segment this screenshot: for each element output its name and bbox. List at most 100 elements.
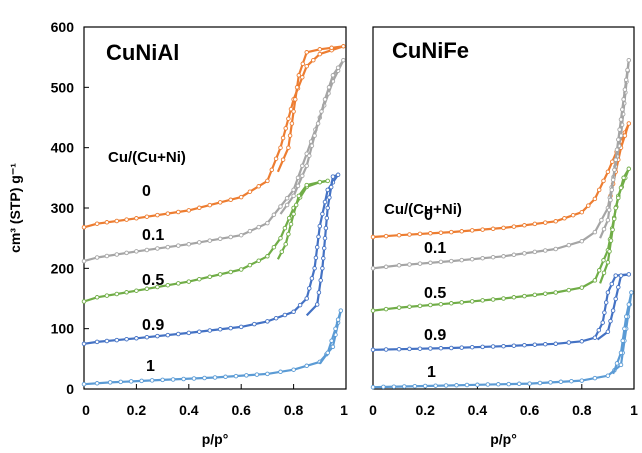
data-point (81, 258, 87, 264)
data-point (579, 378, 585, 383)
data-point (324, 215, 330, 221)
legend-title: Cu/(Cu+Ni) (108, 149, 186, 166)
data-point (626, 272, 632, 277)
data-point (506, 381, 511, 387)
data-point (626, 166, 632, 172)
data-point (256, 184, 261, 189)
data-point (223, 374, 228, 380)
data-point (480, 298, 485, 303)
data-point (217, 236, 223, 242)
adsorption-line (372, 273, 629, 351)
data-point (279, 249, 285, 254)
data-point (480, 255, 485, 261)
data-point (417, 346, 423, 351)
data-point (207, 238, 213, 243)
data-point (327, 195, 332, 200)
data-point (601, 258, 606, 263)
data-point (81, 225, 87, 230)
y-tick-label: 600 (51, 19, 75, 35)
series-label: 0.9 (424, 327, 446, 344)
data-point (300, 173, 305, 179)
data-point (197, 276, 202, 282)
data-point (139, 378, 144, 384)
data-point (124, 250, 129, 256)
data-point (553, 246, 558, 252)
data-point (104, 338, 110, 344)
data-point (278, 369, 283, 375)
data-point (317, 223, 323, 229)
data-point (144, 214, 150, 219)
data-point (309, 143, 315, 148)
data-point (618, 350, 624, 356)
data-point (217, 272, 223, 277)
data-point (330, 73, 336, 78)
data-point (602, 310, 607, 315)
data-point (396, 305, 402, 310)
data-point (592, 229, 598, 235)
data-point (548, 380, 553, 385)
adsorption-line (372, 123, 630, 239)
data-point (605, 329, 611, 334)
data-point (294, 85, 300, 90)
data-point (622, 87, 628, 92)
data-point (596, 327, 602, 333)
data-point (134, 336, 139, 341)
data-point (621, 175, 626, 181)
data-point (626, 121, 632, 126)
data-point (94, 295, 100, 300)
data-point (532, 342, 538, 347)
data-point (407, 346, 412, 352)
data-point (238, 267, 244, 272)
data-point (94, 339, 100, 345)
data-point (610, 177, 616, 183)
series-label: 0 (424, 207, 433, 224)
data-point (338, 308, 344, 313)
data-point (501, 225, 506, 231)
series-label: 1 (146, 358, 155, 375)
data-point (271, 244, 277, 250)
data-point (286, 116, 291, 121)
data-point (407, 304, 412, 309)
y-tick-label: 100 (51, 321, 75, 337)
data-point (325, 350, 330, 356)
plot-frame (372, 26, 635, 390)
x-axis-label: p/p° (490, 431, 517, 447)
legend-title: Cu/(Cu+Ni) (384, 201, 462, 218)
data-point (616, 195, 621, 201)
y-tick-label: 200 (51, 260, 75, 276)
data-point (605, 260, 611, 265)
x-tick-label: 0.8 (572, 402, 592, 418)
data-point (212, 375, 218, 380)
data-point (134, 288, 139, 293)
x-tick-label: 0 (82, 402, 90, 418)
data-point (383, 306, 389, 312)
data-point (626, 57, 632, 63)
data-point (265, 178, 270, 184)
data-point (329, 45, 334, 51)
adsorption-line (83, 310, 342, 386)
data-point (170, 377, 176, 382)
data-point (537, 380, 543, 386)
data-point (304, 63, 309, 69)
data-point (443, 383, 449, 388)
data-point (304, 296, 309, 301)
desorption-line (305, 173, 339, 317)
data-point (569, 378, 574, 384)
data-point (124, 217, 129, 222)
data-point (608, 238, 614, 243)
data-point (459, 300, 464, 305)
data-point (311, 57, 316, 63)
data-point (265, 254, 270, 259)
data-point (522, 223, 527, 228)
data-point (293, 97, 298, 102)
series-0: 0 (81, 44, 346, 230)
data-point (433, 383, 438, 388)
data-point (475, 382, 480, 388)
data-point (490, 297, 496, 302)
data-point (197, 240, 202, 245)
data-point (566, 242, 572, 248)
x-tick-label: 0.2 (127, 402, 147, 418)
data-point (197, 329, 202, 334)
x-tick-label: 0.2 (415, 402, 435, 418)
data-point (282, 312, 288, 318)
